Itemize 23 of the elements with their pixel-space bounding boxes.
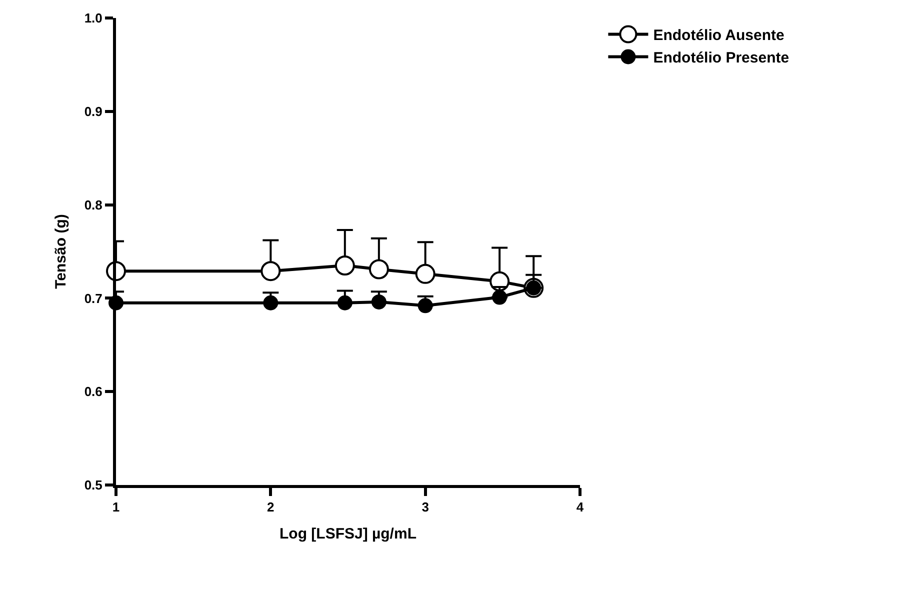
- x-tick-label: 4: [576, 500, 584, 515]
- point: [492, 290, 508, 305]
- y-tick-label: 0.7: [84, 290, 102, 306]
- x-tick-label: 2: [267, 500, 274, 515]
- x-tick-label: 3: [422, 500, 429, 515]
- x-tick-label: 1: [112, 500, 120, 515]
- legend-label: Endotélio Ausente: [653, 27, 784, 44]
- legend-label: Endotélio Presente: [653, 50, 790, 67]
- y-tick-label: 0.5: [84, 478, 102, 493]
- point: [263, 295, 278, 310]
- y-tick-label: 0.8: [84, 197, 102, 212]
- point: [368, 259, 389, 280]
- point: [337, 295, 352, 310]
- y-tick-label: 0.9: [84, 104, 102, 119]
- y-tick-label: 0.6: [84, 384, 102, 400]
- point: [415, 264, 436, 284]
- point: [260, 261, 281, 282]
- point: [418, 298, 433, 314]
- y-axis-title: Tensão (g): [52, 214, 70, 289]
- point: [334, 256, 355, 276]
- point: [371, 294, 386, 310]
- x-axis-title: Log [LSFSJ] µg/mL: [280, 526, 416, 543]
- y-tick-label: 1.0: [84, 10, 102, 26]
